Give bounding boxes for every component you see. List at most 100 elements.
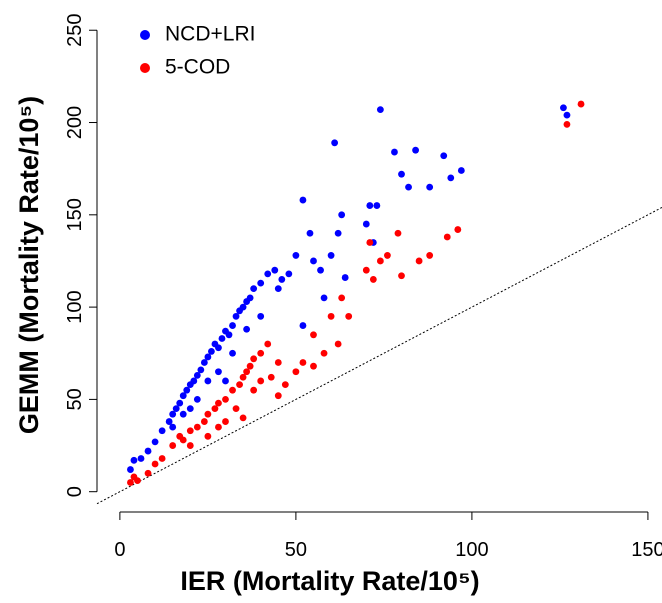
point xyxy=(264,270,272,278)
point xyxy=(144,447,152,455)
point xyxy=(151,438,159,446)
y-tick-label: 100 xyxy=(64,290,86,323)
point xyxy=(193,423,201,431)
point xyxy=(398,170,405,178)
point xyxy=(197,366,205,374)
point xyxy=(215,423,222,431)
point xyxy=(127,466,134,473)
x-tick-label: 150 xyxy=(631,539,662,561)
point xyxy=(243,325,251,333)
point xyxy=(176,399,184,407)
point xyxy=(232,405,240,413)
point xyxy=(172,405,180,413)
point xyxy=(320,294,328,302)
point xyxy=(218,335,226,342)
point xyxy=(169,410,177,418)
y-tick-label: 50 xyxy=(64,388,86,410)
legend-marker xyxy=(140,63,150,73)
legend-label: NCD+LRI xyxy=(165,23,255,46)
point xyxy=(179,392,187,400)
point xyxy=(563,120,571,128)
point xyxy=(443,233,451,241)
point xyxy=(229,349,236,357)
point xyxy=(130,456,138,464)
point xyxy=(310,257,317,265)
point xyxy=(394,229,402,237)
point xyxy=(299,196,307,204)
point xyxy=(204,410,212,418)
point xyxy=(563,111,571,119)
legend-marker xyxy=(140,30,150,40)
point xyxy=(179,410,187,418)
point xyxy=(225,331,233,339)
point xyxy=(239,373,247,381)
point xyxy=(215,344,222,352)
point xyxy=(169,442,177,449)
point xyxy=(215,368,222,376)
point xyxy=(169,423,177,431)
point xyxy=(190,377,198,385)
point xyxy=(208,348,215,355)
point xyxy=(250,285,258,293)
x-tick-label: 50 xyxy=(285,539,307,561)
point xyxy=(229,386,236,394)
point xyxy=(243,368,251,376)
y-axis-title: GEMM (Mortality Rate/10⁵) xyxy=(14,96,44,434)
point xyxy=(577,100,585,108)
reference-line xyxy=(96,206,662,505)
point xyxy=(366,239,374,246)
point xyxy=(447,174,455,182)
point xyxy=(331,139,339,147)
point xyxy=(179,436,187,444)
point xyxy=(222,418,229,425)
y-tick-label: 250 xyxy=(64,14,86,47)
point xyxy=(299,322,307,329)
point xyxy=(257,377,265,385)
point xyxy=(310,362,317,370)
point xyxy=(204,432,212,440)
point xyxy=(398,272,405,280)
point xyxy=(158,455,166,462)
legend-label: 5-COD xyxy=(165,56,230,79)
point xyxy=(320,349,328,357)
point xyxy=(292,368,300,376)
point xyxy=(193,372,201,379)
point xyxy=(369,276,377,283)
point xyxy=(384,252,391,259)
point xyxy=(257,312,265,320)
y-tick-label: 150 xyxy=(64,198,86,231)
point xyxy=(299,359,307,366)
point xyxy=(366,202,374,209)
x-axis-title: IER (Mortality Rate/10⁵) xyxy=(180,566,479,596)
y-tick-label: 0 xyxy=(64,486,86,497)
x-tick-label: 0 xyxy=(114,539,125,561)
point xyxy=(257,349,265,357)
point xyxy=(137,455,145,462)
point xyxy=(200,359,208,366)
point xyxy=(376,106,384,114)
point xyxy=(204,353,212,361)
point xyxy=(317,266,324,274)
point xyxy=(186,442,194,449)
point xyxy=(327,252,335,259)
point xyxy=(405,183,412,191)
point xyxy=(264,340,272,348)
y-tick-label: 200 xyxy=(64,106,86,139)
point xyxy=(158,427,166,435)
point xyxy=(362,220,370,228)
point xyxy=(334,340,342,348)
point xyxy=(412,146,419,154)
point xyxy=(274,359,282,366)
point xyxy=(246,362,254,370)
point xyxy=(560,104,567,112)
point xyxy=(236,381,243,389)
point xyxy=(127,479,134,486)
point xyxy=(426,183,434,191)
point xyxy=(165,418,173,425)
point xyxy=(183,386,191,394)
point xyxy=(222,377,229,385)
point xyxy=(306,229,314,237)
point xyxy=(440,152,448,160)
point xyxy=(239,303,247,311)
point xyxy=(278,276,286,283)
